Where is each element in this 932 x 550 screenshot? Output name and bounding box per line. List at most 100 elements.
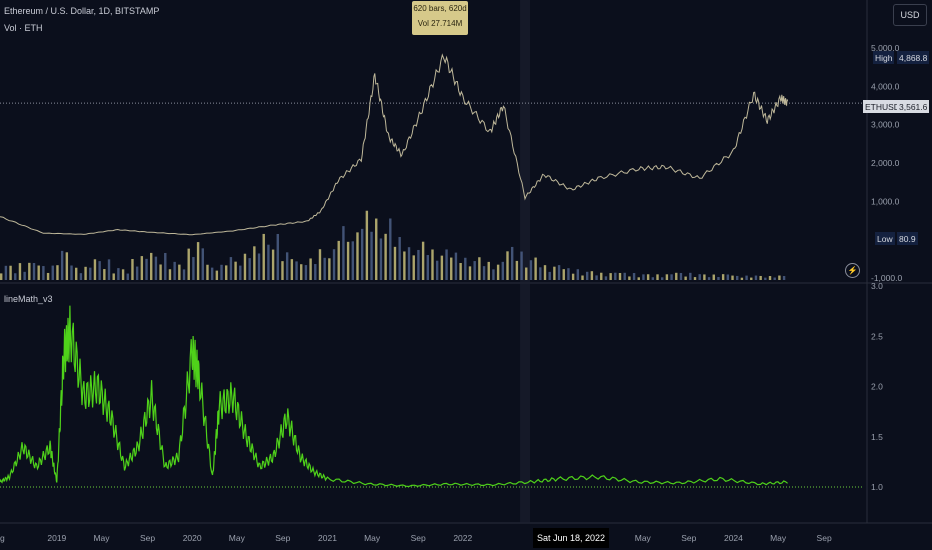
time-tick-label: Sep [681, 533, 696, 543]
volume-bar [600, 272, 603, 280]
currency-button[interactable]: USD [893, 4, 927, 26]
volume-bar [93, 259, 97, 280]
volume-bar [9, 265, 12, 280]
volume-bar [693, 277, 697, 280]
volume-bar [604, 276, 608, 280]
volume-bar [665, 274, 669, 280]
volume-bar [398, 237, 401, 280]
volume-bar [520, 251, 523, 280]
volume-bar [65, 252, 69, 280]
price-tick-label: 5,000.0 [871, 43, 900, 53]
crosshair-date: Sat Jun 18, 2022 [533, 528, 610, 548]
volume-bar [135, 266, 139, 280]
volume-bar [618, 272, 622, 280]
volume-bar [300, 264, 303, 280]
volume-bar [571, 273, 575, 280]
volume-bar [98, 261, 101, 280]
volume-bar [4, 265, 8, 280]
volume-bar [285, 252, 289, 280]
volume-bar [473, 261, 476, 280]
volume-bar [651, 277, 655, 280]
time-tick-label: May [635, 533, 652, 543]
volume-bar [351, 241, 354, 280]
volume-bar [590, 271, 594, 280]
indicator-tick-label: 1.5 [871, 432, 883, 442]
volume-bar [323, 257, 326, 280]
volume-bar [412, 255, 415, 280]
volume-bar [239, 265, 242, 280]
volume-bar [215, 270, 219, 280]
volume-bar [403, 251, 406, 280]
volume-bar [487, 261, 490, 280]
volume-bar [679, 272, 683, 280]
volume-bar [229, 257, 233, 280]
volume-bar [257, 253, 261, 280]
time-tick-label: Sep [411, 533, 426, 543]
volume-bar [267, 244, 270, 280]
volume-bar [140, 256, 144, 280]
volume-bar [450, 257, 453, 280]
volume-bar [623, 272, 626, 280]
volume-bar [712, 274, 715, 280]
volume-bar [337, 240, 340, 280]
volume-bar [529, 260, 533, 280]
volume-bar [754, 275, 758, 280]
volume-bar [557, 265, 561, 280]
high-value-tag: 4,868.8 [897, 51, 930, 64]
time-tick-label: 2022 [453, 533, 472, 543]
high-label-tag: High [873, 51, 895, 64]
volume-bar [656, 274, 659, 280]
volume-bar [562, 269, 565, 280]
price-tick-label: 3,000.0 [871, 120, 900, 130]
volume-bar [178, 264, 181, 280]
volume-bar [187, 248, 190, 280]
indicator-tick-label: 3.0 [871, 281, 883, 291]
volume-bar [18, 263, 22, 280]
price-tick-label: 4,000.0 [871, 81, 900, 91]
volume-bar [417, 249, 420, 280]
volume-bar [675, 272, 678, 280]
volume-bar [736, 275, 739, 280]
volume-bar [84, 266, 87, 280]
symbol-value-tag: 3,561.6 [897, 100, 930, 113]
volume-bar [360, 228, 364, 280]
volume-bar [389, 218, 392, 280]
volume-bar [628, 276, 631, 280]
volume-bar [567, 268, 570, 280]
volume-bar [220, 264, 223, 280]
volume-bar [304, 265, 308, 280]
indicator-tick-label: 2.5 [871, 331, 883, 341]
volume-bar [773, 277, 776, 280]
tooltip-bars: 620 bars, 620d [413, 4, 467, 13]
volume-bar [548, 271, 551, 280]
time-tick-label: 2024 [724, 533, 743, 543]
time-tick-label: 2021 [318, 533, 337, 543]
price-tick-label: 2,000.0 [871, 158, 900, 168]
volume-bar [585, 271, 589, 280]
volume-bar [431, 249, 434, 280]
volume-bar [459, 262, 462, 280]
volume-bar [768, 276, 772, 280]
volume-bar [637, 277, 640, 280]
volume-bar [464, 257, 467, 280]
volume-bar [553, 266, 556, 280]
volume-bar [370, 231, 373, 280]
volume-bar [445, 249, 448, 280]
indicator-legend: lineMath_v3 [4, 294, 53, 304]
volume-bar [75, 267, 78, 280]
lightning-icon[interactable]: ⚡ [845, 263, 860, 278]
time-tick-label: May [364, 533, 381, 543]
volume-bar [670, 274, 673, 280]
volume-bar [365, 210, 369, 280]
volume-bar [707, 277, 711, 280]
volume-bar [70, 265, 73, 280]
volume-bar [201, 248, 204, 280]
volume-bar [492, 269, 495, 280]
volume-bar [632, 273, 636, 280]
volume-bar [482, 266, 486, 280]
volume-bar [346, 241, 350, 280]
volume-bar [182, 269, 186, 280]
volume-bar [393, 246, 397, 280]
volume-bar [646, 274, 650, 280]
